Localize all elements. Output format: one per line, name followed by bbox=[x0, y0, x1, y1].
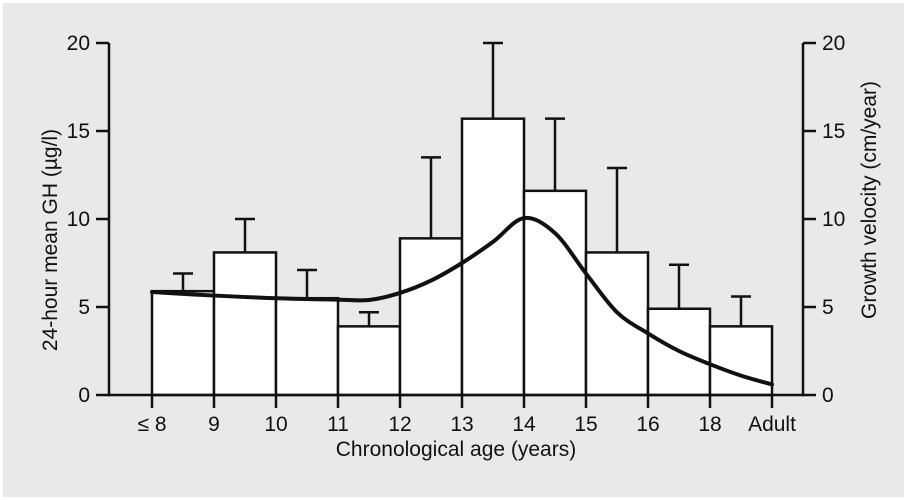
right-axis-tick-label: 15 bbox=[822, 120, 845, 143]
left-axis-tick-label: 10 bbox=[67, 208, 90, 231]
bar bbox=[336, 325, 402, 397]
x-axis-tick-label: 14 bbox=[512, 413, 536, 436]
left-axis-tick-label: 20 bbox=[67, 32, 90, 55]
x-axis-tick-label: Adult bbox=[748, 413, 796, 436]
bar bbox=[398, 237, 464, 397]
x-axis-tick-label: 13 bbox=[450, 413, 473, 436]
bar bbox=[584, 251, 650, 397]
x-axis-title: Chronological age (years) bbox=[336, 438, 576, 461]
bar bbox=[150, 289, 216, 397]
left-axis-tick-label: 0 bbox=[78, 384, 90, 407]
plot-area: 0 0 5 5 10 10 15 15 20 20 ≤ 8 9 10 11 12 13 14 15 16 18 Adul… bbox=[67, 32, 846, 436]
right-axis-tick-label: 0 bbox=[822, 384, 834, 407]
left-axis-tick-label: 15 bbox=[67, 120, 90, 143]
growth-velocity-curve bbox=[150, 215, 774, 387]
x-axis-tick-label: ≤ 8 bbox=[137, 413, 166, 436]
bar bbox=[274, 296, 340, 397]
x-axis-tick-label: 10 bbox=[264, 413, 287, 436]
right-axis-tick-label: 10 bbox=[822, 208, 845, 231]
right-axis-tick-label: 20 bbox=[822, 32, 845, 55]
y-axis-title-right: Growth velocity (cm/year) bbox=[858, 81, 881, 319]
x-axis-tick-label: 18 bbox=[698, 413, 721, 436]
x-axis-tick-label: 9 bbox=[208, 413, 220, 436]
left-axis-tick-label: 5 bbox=[78, 296, 90, 319]
y-axis-title-left: 24-hour mean GH (µg/l) bbox=[39, 129, 62, 351]
bar bbox=[708, 325, 774, 397]
x-axis-tick-label: 16 bbox=[636, 413, 659, 436]
bar bbox=[212, 251, 278, 397]
x-axis-tick-label: 12 bbox=[388, 413, 411, 436]
right-axis-tick-label: 5 bbox=[822, 296, 834, 319]
x-axis-tick-label: 15 bbox=[574, 413, 597, 436]
bar bbox=[522, 189, 588, 397]
x-axis-tick-label: 11 bbox=[327, 413, 349, 436]
